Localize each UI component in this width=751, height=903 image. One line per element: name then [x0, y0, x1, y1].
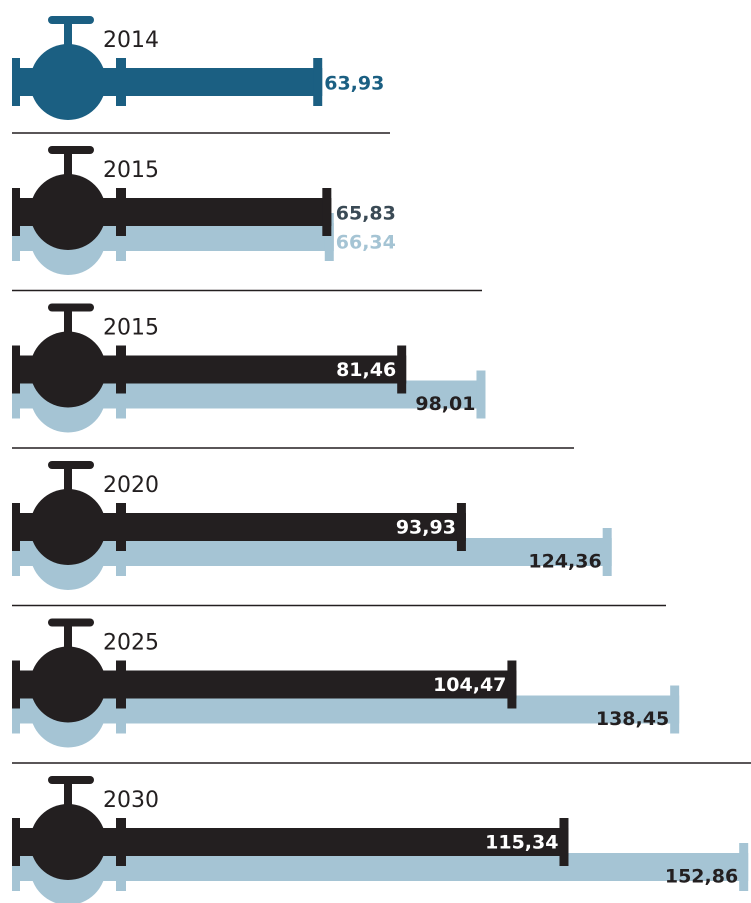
- pipe-flange: [507, 660, 517, 709]
- pipe-flange: [116, 213, 126, 261]
- pipe-body: [12, 670, 517, 699]
- year-label: 2025: [103, 631, 159, 656]
- value-label: 124,36: [528, 551, 601, 573]
- value-label: 93,93: [396, 517, 456, 539]
- pipe-flange: [116, 685, 126, 734]
- valve-stem: [64, 780, 72, 810]
- pipe: [12, 303, 407, 408]
- valve-stem: [64, 622, 72, 653]
- pipe-flange: [313, 58, 323, 106]
- pipe-body: [12, 355, 407, 384]
- valve-handle: [48, 303, 94, 312]
- value-label: 63,93: [324, 73, 384, 95]
- valve-handle: [48, 618, 94, 627]
- value-label: 66,34: [336, 232, 396, 254]
- pipe-flange: [116, 818, 126, 866]
- pipe-flange: [12, 58, 20, 106]
- pipe-flange: [456, 503, 466, 551]
- year-label: 2030: [103, 788, 159, 813]
- valve-stem: [64, 307, 72, 338]
- value-label: 65,83: [336, 203, 396, 225]
- valve-handle: [48, 461, 94, 469]
- value-label: 81,46: [336, 359, 396, 381]
- year-label: 2015: [103, 316, 159, 341]
- pipe: [12, 618, 517, 723]
- pipe: [12, 776, 569, 880]
- valve-stem: [64, 150, 72, 180]
- pipe-flange: [739, 843, 749, 891]
- pipe-flange: [12, 818, 20, 866]
- pipe-flange: [116, 370, 126, 419]
- valve-handle: [48, 16, 94, 24]
- pipe-flange: [476, 370, 486, 419]
- valve-handle: [48, 776, 94, 784]
- pipe-body: [12, 538, 612, 566]
- pipe-flange: [116, 188, 126, 236]
- value-label: 138,45: [596, 708, 669, 730]
- value-label: 98,01: [415, 393, 475, 415]
- pipe-flange: [12, 345, 20, 394]
- pipe-body: [12, 513, 466, 541]
- value-label: 104,47: [433, 674, 506, 696]
- pipe-flange: [324, 213, 334, 261]
- pipe-flange: [12, 213, 20, 261]
- pipe-flange: [116, 843, 126, 891]
- pipe-flange: [116, 345, 126, 394]
- pipe-flange: [12, 843, 20, 891]
- pipe-flange: [670, 685, 680, 734]
- pipe-flange: [397, 345, 407, 394]
- pipe: [12, 146, 332, 250]
- pipe-body: [12, 853, 749, 881]
- pipe-flange: [322, 188, 332, 236]
- pipe-flange: [12, 503, 20, 551]
- pipe-body: [12, 68, 323, 96]
- pipe-flange: [12, 685, 20, 734]
- value-label: 115,34: [485, 832, 558, 854]
- year-label: 2014: [103, 28, 159, 53]
- pipe-body: [12, 828, 569, 856]
- pipe-flange: [116, 528, 126, 576]
- pipe-flange: [116, 660, 126, 709]
- pipe-flange: [12, 370, 20, 419]
- value-label: 152,86: [665, 866, 738, 888]
- pipe-flange: [559, 818, 569, 866]
- pipe-flange: [12, 660, 20, 709]
- pipe-flange: [116, 503, 126, 551]
- valve-stem: [64, 20, 72, 50]
- pipe: [12, 461, 466, 565]
- pipe-flange: [12, 188, 20, 236]
- pipe-body: [12, 198, 332, 226]
- valve-handle: [48, 146, 94, 154]
- pipe-flange: [602, 528, 612, 576]
- pipe-flange: [116, 58, 126, 106]
- pipe-body: [12, 695, 680, 724]
- year-label: 2015: [103, 158, 159, 183]
- year-label: 2020: [103, 473, 159, 498]
- pipe-flange: [12, 528, 20, 576]
- pipe: [12, 16, 323, 120]
- valve-stem: [64, 465, 72, 495]
